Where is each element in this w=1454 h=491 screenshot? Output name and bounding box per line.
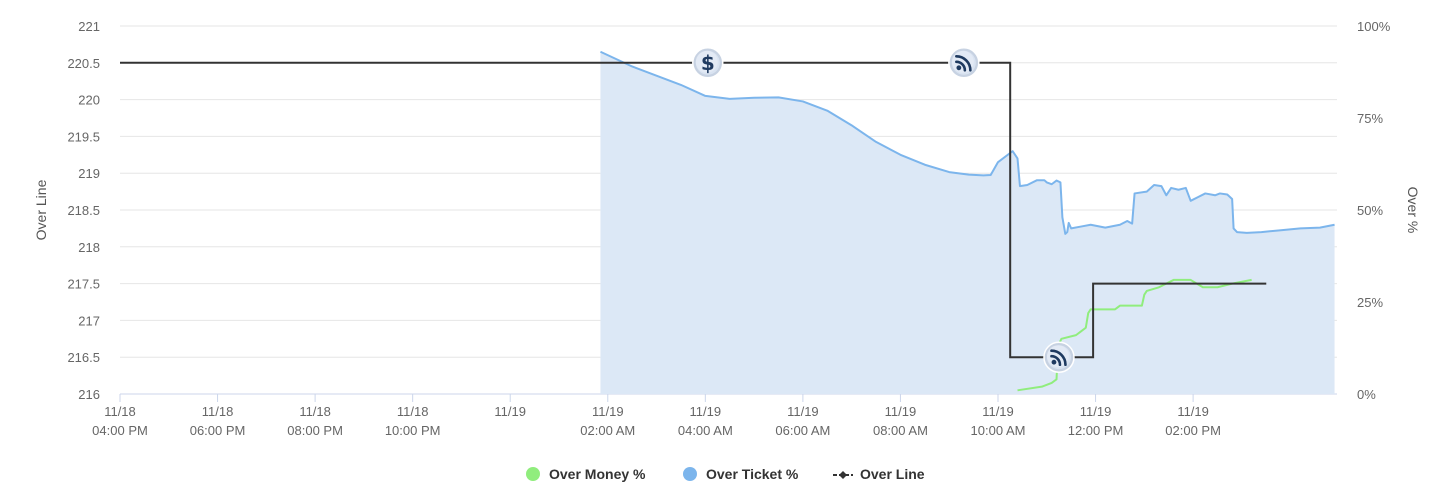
left-tick-label: 218: [78, 240, 100, 255]
legend-item-over-money[interactable]: Over Money %: [526, 466, 646, 482]
event-markers: $: [692, 47, 1075, 373]
x-tick-time: 02:00 AM: [580, 423, 635, 438]
x-tick-time: 06:00 AM: [775, 423, 830, 438]
x-tick-date: 11/19: [690, 404, 722, 419]
legend-diamond-icon: [839, 471, 847, 479]
x-tick-date: 11/19: [1177, 404, 1209, 419]
x-tick-date: 11/18: [299, 404, 331, 419]
right-tick-label: 0%: [1357, 387, 1376, 402]
axes: 216 216.5 217 217.5 218 218.5 219 219.5 220 220.5…: [67, 19, 1390, 438]
legend-swatch-over-money: [526, 467, 540, 481]
rss-icon[interactable]: [948, 47, 980, 79]
left-tick-label: 217.5: [67, 277, 100, 292]
right-tick-label: 25%: [1357, 295, 1383, 310]
legend-item-over-ticket[interactable]: Over Ticket %: [683, 466, 799, 482]
legend: Over Money % Over Ticket % Over Line: [526, 466, 925, 482]
left-tick-label: 220: [78, 93, 100, 108]
right-tick-label: 75%: [1357, 111, 1383, 126]
x-tick-time: 10:00 PM: [385, 423, 441, 438]
dollar-icon[interactable]: $: [692, 47, 724, 79]
line-over-ticket: [600, 50, 1335, 235]
left-tick-label: 221: [78, 19, 100, 34]
left-tick-label: 217: [78, 313, 100, 328]
x-tick-date: 11/19: [1080, 404, 1112, 419]
left-tick-label: 216.5: [67, 350, 100, 365]
legend-label-over-ticket: Over Ticket %: [706, 466, 799, 482]
legend-item-over-line[interactable]: Over Line: [833, 466, 925, 482]
svg-text:$: $: [701, 51, 715, 75]
x-tick-date: 11/19: [885, 404, 917, 419]
left-tick-label: 216: [78, 387, 100, 402]
x-tick-time: 04:00 PM: [92, 423, 148, 438]
right-tick-label: 100%: [1357, 19, 1391, 34]
x-tick-date: 11/18: [104, 404, 136, 419]
series-areas: [600, 51, 1335, 394]
x-tick-date: 11/19: [982, 404, 1014, 419]
left-axis-title: Over Line: [33, 179, 49, 240]
left-tick-label: 219: [78, 166, 100, 181]
right-tick-label: 50%: [1357, 203, 1383, 218]
x-tick-date: 11/18: [397, 404, 429, 419]
x-tick-time: 12:00 PM: [1068, 423, 1124, 438]
legend-label-over-line: Over Line: [860, 466, 925, 482]
area-over-ticket: [600, 51, 1335, 394]
legend-swatch-over-ticket: [683, 467, 697, 481]
x-tick-time: 06:00 PM: [190, 423, 246, 438]
right-axis-title: Over %: [1405, 187, 1421, 234]
x-tick-date: 11/18: [202, 404, 234, 419]
x-tick-date: 11/19: [592, 404, 624, 419]
left-tick-label: 220.5: [67, 56, 100, 71]
left-tick-label: 219.5: [67, 129, 100, 144]
x-tick-date: 11/19: [787, 404, 819, 419]
x-tick-time: 02:00 PM: [1165, 423, 1221, 438]
left-tick-label: 218.5: [67, 203, 100, 218]
rss-icon[interactable]: [1043, 341, 1075, 373]
x-tick-date: 11/19: [494, 404, 526, 419]
legend-label-over-money: Over Money %: [549, 466, 646, 482]
x-tick-time: 08:00 AM: [873, 423, 928, 438]
x-tick-time: 04:00 AM: [678, 423, 733, 438]
x-tick-time: 10:00 AM: [971, 423, 1026, 438]
x-tick-time: 08:00 PM: [287, 423, 343, 438]
